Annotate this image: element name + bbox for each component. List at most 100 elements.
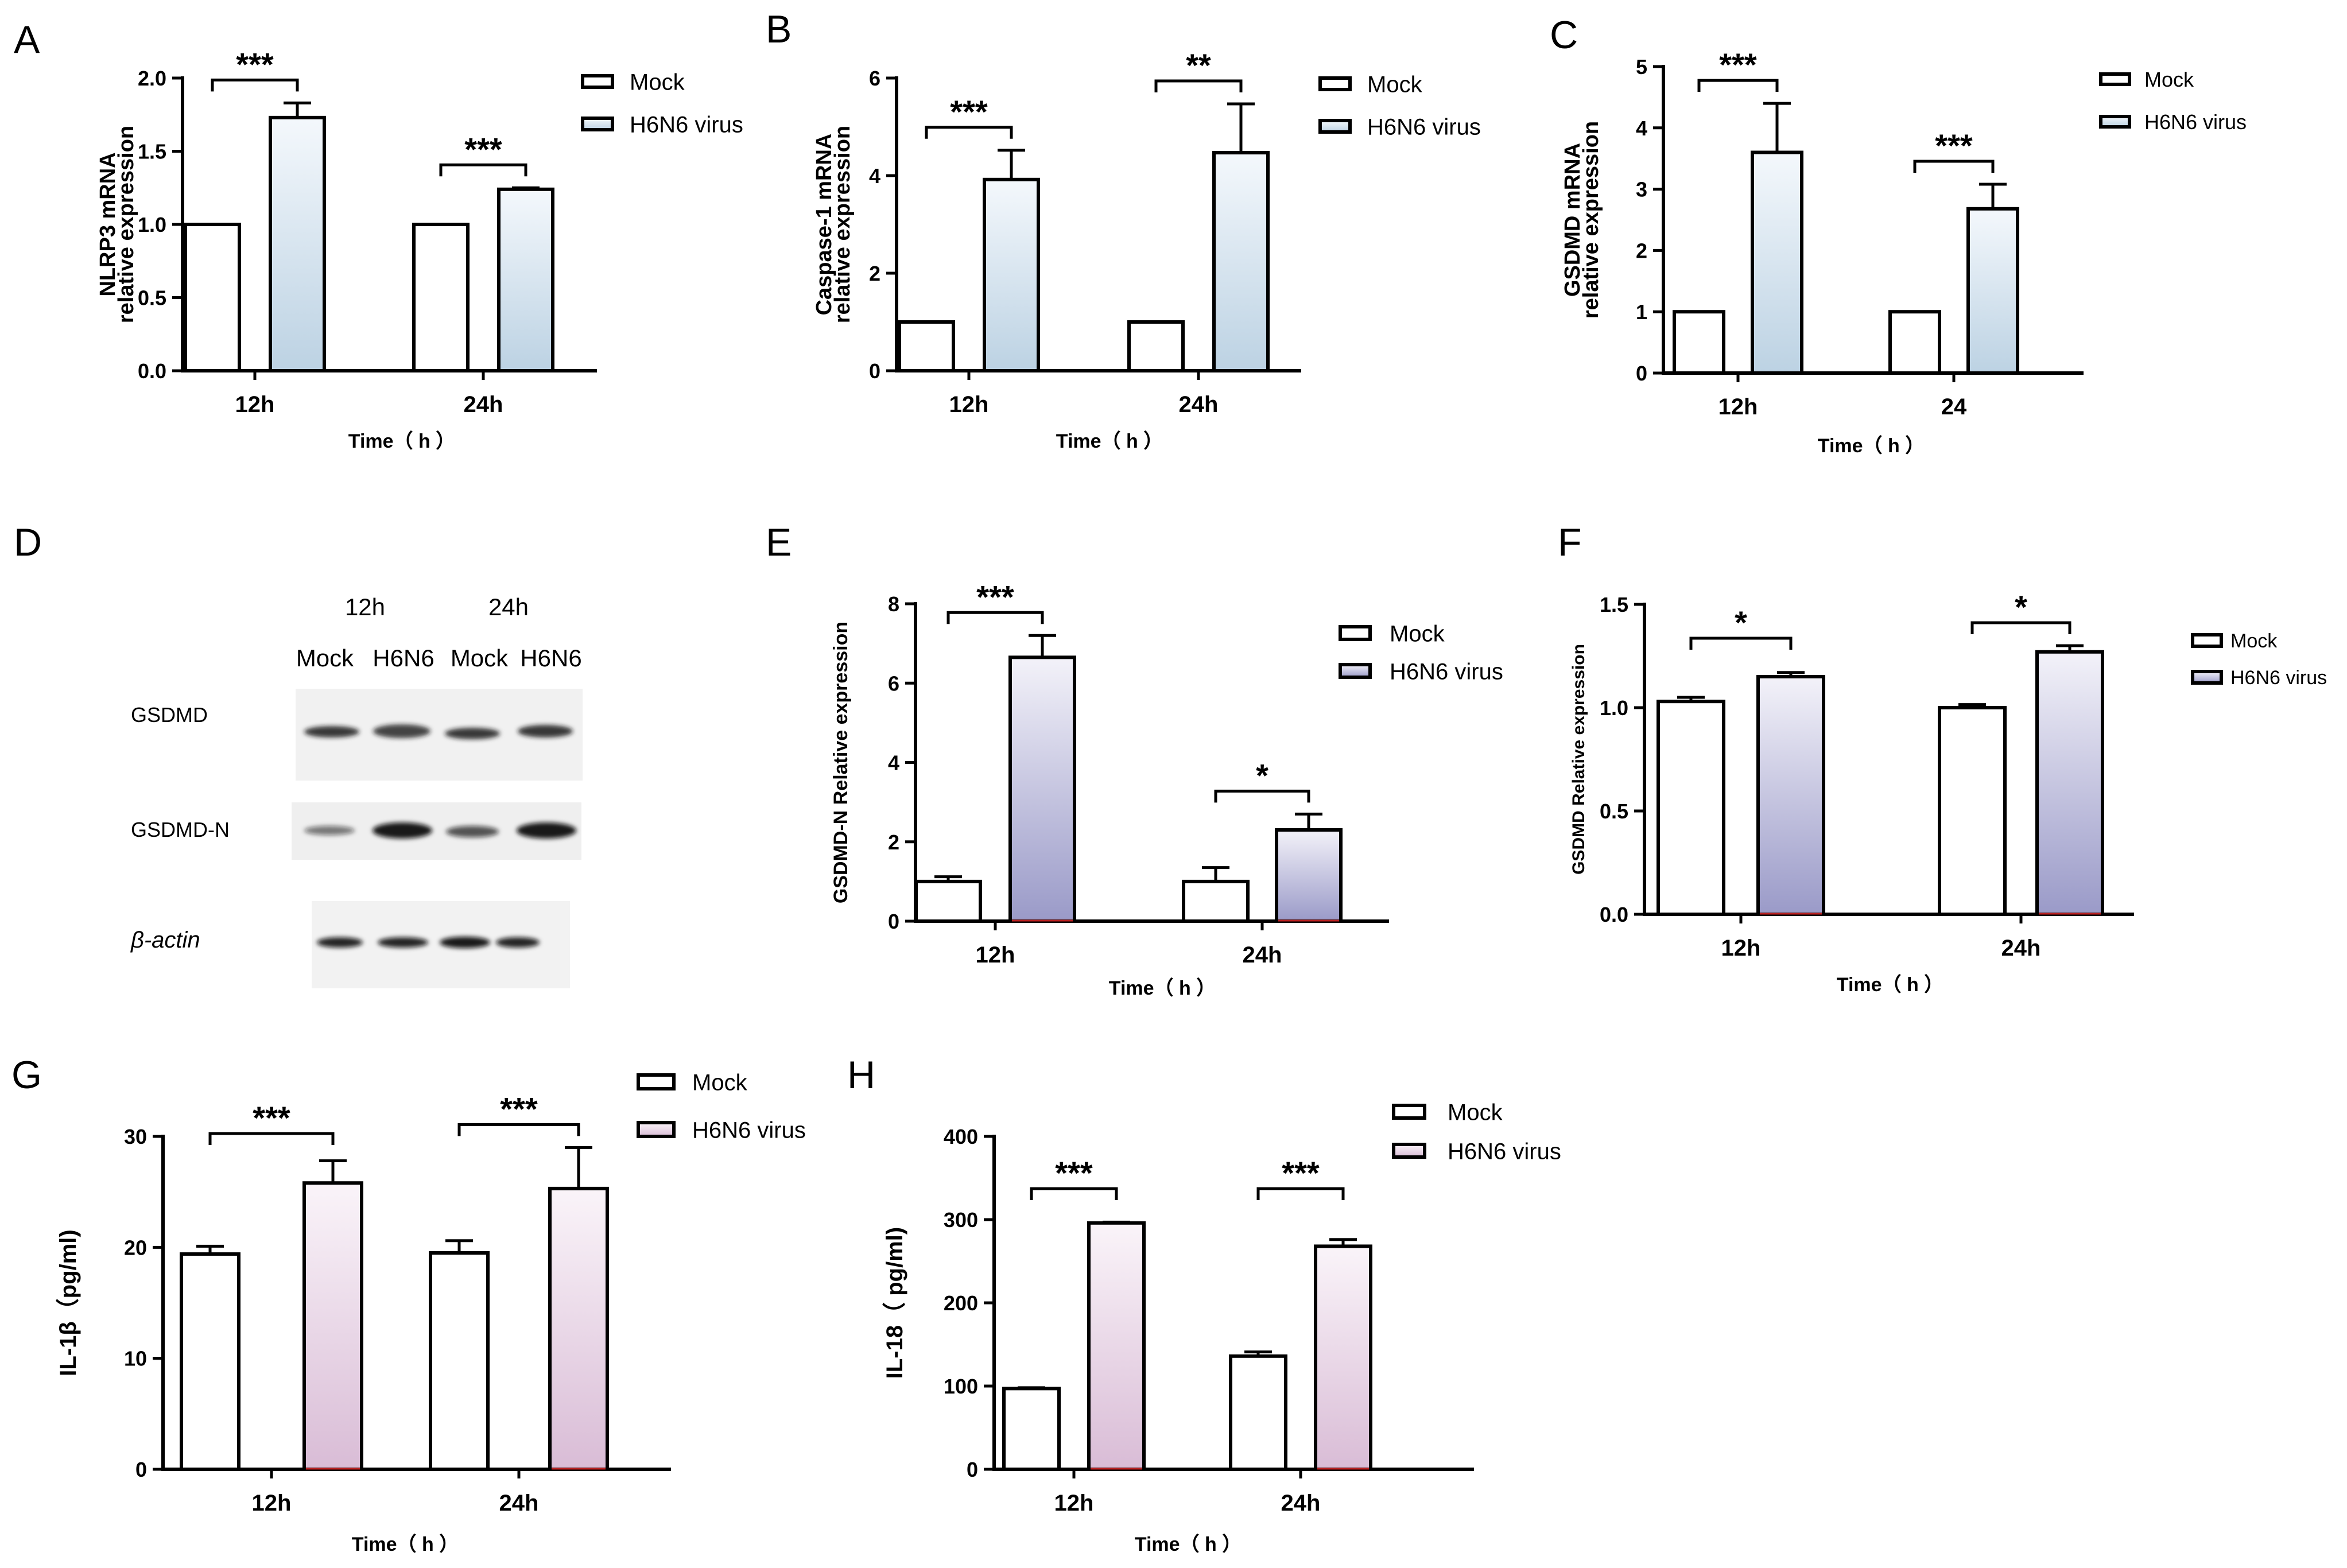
bar-mock <box>1127 320 1185 372</box>
significance-marker: *** <box>500 1090 538 1127</box>
legend-label: Mock <box>1390 621 1445 646</box>
legend-swatch-mock <box>1392 1104 1426 1120</box>
legend: Mock H6N6 virus <box>2099 68 2247 134</box>
bar-mock <box>1182 879 1250 923</box>
x-axis-title: Time（ h ） <box>1135 1533 1242 1555</box>
x-category-label: 24 <box>1941 394 1967 420</box>
wb-bands-gsdmd-n <box>304 822 576 839</box>
significance-marker: *** <box>1055 1155 1093 1191</box>
panel-label-d: D <box>14 521 42 564</box>
panel-label: B <box>766 7 792 51</box>
panel-label: H <box>847 1053 875 1097</box>
wb-time-label-12h: 12h <box>345 593 385 620</box>
significance-marker: ** <box>1186 47 1211 83</box>
legend: Mock H6N6 virus <box>1318 72 1481 139</box>
legend-swatch-mock <box>581 74 614 89</box>
x-category-label: 24h <box>1281 1491 1321 1516</box>
y-tick-label: 1.0 <box>138 213 166 236</box>
legend-swatch-mock <box>2099 72 2131 86</box>
significance-bracket <box>1970 621 2071 634</box>
x-category-label: 12h <box>1054 1491 1094 1516</box>
y-axis-title: Caspase-1 mRNA <box>812 134 836 316</box>
bar-mock <box>1938 706 2007 916</box>
significance-bracket <box>1030 1187 1118 1200</box>
y-tick-label: 8 <box>888 592 899 616</box>
bar-h6n6 <box>497 187 554 372</box>
legend: Mock H6N6 virus <box>1339 621 1503 684</box>
bar-h6n6 <box>1087 1221 1146 1472</box>
significance-marker: *** <box>1719 46 1757 83</box>
bar-mock <box>1657 700 1725 916</box>
y-tick-label: 0 <box>869 359 880 383</box>
legend: Mock H6N6 virus <box>581 69 743 137</box>
bar-mock <box>1888 310 1941 375</box>
significance-marker: *** <box>950 94 988 130</box>
legend-swatch-h6n6 <box>1339 663 1372 679</box>
legend-swatch-h6n6 <box>637 1121 676 1138</box>
bar-mock <box>180 1252 240 1472</box>
y-tick-label: 0 <box>135 1458 147 1481</box>
panel-label: A <box>14 18 40 61</box>
legend-swatch-mock <box>637 1073 676 1090</box>
x-category-label: 24h <box>1243 942 1282 968</box>
y-axis-title: GSDMD mRNA <box>1561 143 1585 297</box>
significance-bracket <box>1913 160 1995 173</box>
bar-h6n6 <box>1314 1244 1372 1471</box>
legend-swatch-mock <box>1318 76 1352 91</box>
bar-mock <box>184 223 241 372</box>
x-category-label: 24h <box>464 392 503 417</box>
legend-label: Mock <box>2230 630 2278 652</box>
wb-row-label-gsdmd-n: GSDMD-N <box>131 818 230 841</box>
panel-label: E <box>766 521 792 564</box>
significance-marker: *** <box>464 131 502 167</box>
bar-mock <box>412 223 470 372</box>
legend: Mock H6N6 virus <box>2191 630 2327 689</box>
x-category-label: 24h <box>2001 936 2041 961</box>
bar-mock <box>914 879 982 923</box>
legend-swatch-h6n6 <box>2191 670 2223 685</box>
x-category-label: 12h <box>235 392 275 417</box>
wb-row-label-beta-actin: β-actin <box>130 927 200 953</box>
legend-label: Mock <box>630 69 685 95</box>
significance-bracket <box>1697 79 1779 92</box>
x-category-label: 12h <box>976 942 1015 968</box>
legend-label: H6N6 virus <box>2144 110 2247 134</box>
legend-swatch-mock <box>1339 625 1372 641</box>
y-tick-label: 300 <box>944 1208 978 1232</box>
y-tick-label: 0.0 <box>138 359 166 383</box>
y-tick-label: 2 <box>869 262 880 285</box>
y-tick-label: 6 <box>888 672 899 695</box>
bar-mock <box>429 1251 490 1471</box>
y-tick-label: 100 <box>944 1375 978 1398</box>
y-tick-label: 0 <box>888 910 899 933</box>
y-axis-title: relative expression <box>831 126 855 323</box>
bar-h6n6 <box>1008 655 1076 923</box>
significance-marker: *** <box>1282 1155 1320 1191</box>
legend-label: Mock <box>1448 1100 1503 1125</box>
legend: Mock H6N6 virus <box>1392 1100 1561 1164</box>
legend-label: H6N6 virus <box>1367 114 1481 139</box>
bar-h6n6 <box>1751 150 1803 375</box>
legend-swatch-mock <box>2191 633 2223 648</box>
significance-bracket <box>439 163 527 177</box>
wb-bands-beta-actin <box>317 937 540 948</box>
bar-mock <box>1002 1387 1061 1472</box>
significance-marker: *** <box>253 1100 290 1136</box>
wb-band <box>317 937 363 948</box>
x-category-label: 12h <box>949 392 989 417</box>
bar-h6n6 <box>269 115 326 372</box>
y-tick-label: 1.5 <box>138 140 166 164</box>
x-axis-title: Time（ h ） <box>348 430 455 452</box>
significance-bracket <box>946 611 1044 624</box>
y-tick-label: 6 <box>869 67 880 90</box>
legend-swatch-h6n6 <box>1392 1143 1426 1159</box>
y-tick-label: 1.5 <box>1600 593 1628 616</box>
y-tick-label: 2 <box>888 830 899 854</box>
y-tick-label: 0.5 <box>138 286 166 310</box>
significance-bracket <box>457 1123 580 1136</box>
